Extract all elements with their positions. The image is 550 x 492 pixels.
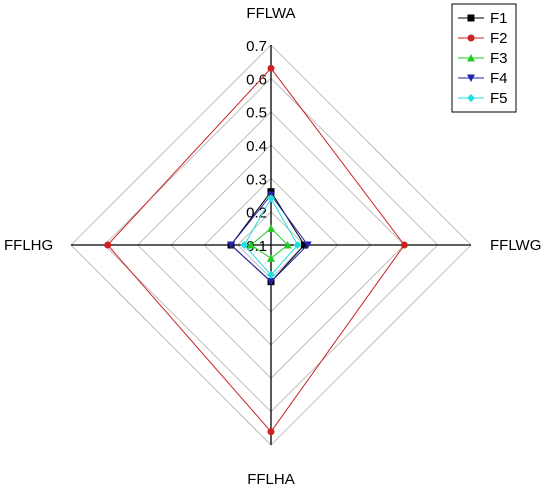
data-point [227,241,235,249]
data-point [303,241,312,249]
data-point [267,224,275,232]
legend-item-f4: F4 [458,70,508,87]
radar-axes [71,45,471,445]
legend-marker [467,94,475,102]
tick-label: 0.5 [246,105,267,122]
series-f3 [247,224,292,262]
legend-marker [467,34,475,42]
data-point [267,278,275,286]
series-plot [104,64,408,436]
series-line [230,194,309,283]
legend-label: F3 [490,50,508,67]
legend-item-f2: F2 [458,30,508,47]
legend-label: F2 [490,30,508,47]
series-f4 [227,191,312,286]
data-point [240,241,249,249]
series-f5 [240,194,302,279]
legend-item-f3: F3 [458,50,508,67]
legend-label: F5 [490,90,508,107]
legend-marker [467,54,475,62]
data-point [104,241,112,249]
axis-label-fflwg: FFLWG [490,237,541,254]
legend: F1 F2 F3 F4 F5 [451,3,517,113]
axis-label-fflhg: FFLHG [4,237,53,254]
legend-item-f5: F5 [458,90,508,107]
legend-marker [467,14,475,22]
data-point [267,271,275,279]
data-point [267,64,275,72]
legend-item-f1: F1 [458,10,508,27]
legend-label: F4 [490,70,508,87]
data-point [293,241,302,249]
series-f2 [104,64,408,436]
tick-label: 0.7 [246,38,267,55]
tick-label: 0.6 [246,71,267,88]
data-point [267,194,275,203]
data-point [247,241,255,249]
legend-label: F1 [490,10,508,27]
tick-label: 0.3 [246,171,267,188]
legend-marker [467,74,475,82]
data-point [400,241,408,249]
data-point [267,428,275,436]
data-point [283,241,292,249]
axis-label-fflha: FFLHA [247,471,295,488]
tick-label: 0.4 [246,138,267,155]
data-point [300,241,308,249]
axis-label-fflwa: FFLWA [246,5,295,22]
data-point [267,254,275,262]
axis-labels: FFLWA FFLWG FFLHA FFLHG [4,5,541,488]
